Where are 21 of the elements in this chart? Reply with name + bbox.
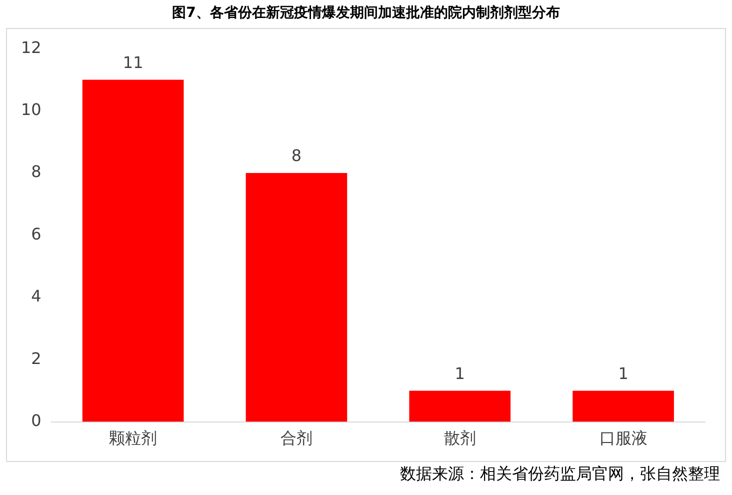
source-note: 数据来源：相关省份药监局官网，张自然整理 — [400, 464, 720, 485]
chart-title: 图7、各省份在新冠疫情爆发期间加速批准的院内制剂剂型分布 — [171, 4, 561, 22]
y-tick-label: 12 — [21, 38, 42, 57]
data-label: 1 — [454, 364, 465, 383]
y-tick-label: 4 — [31, 286, 42, 306]
data-label: 11 — [122, 52, 144, 72]
x-tick-label: 口服液 — [599, 428, 648, 448]
bar — [572, 390, 674, 422]
x-tick-label: 合剂 — [280, 428, 312, 448]
bar — [409, 390, 511, 422]
x-tick-label: 颗粒剂 — [109, 428, 158, 448]
y-tick-label: 6 — [31, 224, 42, 244]
data-label: 1 — [618, 364, 628, 383]
y-tick-label: 10 — [21, 100, 42, 119]
y-tick-label: 0 — [31, 410, 42, 430]
bar — [82, 80, 184, 422]
x-tick-label: 散剂 — [444, 428, 476, 448]
y-tick-label: 8 — [31, 162, 42, 182]
bar — [246, 173, 348, 422]
y-tick-label: 2 — [31, 348, 42, 368]
data-label: 8 — [291, 146, 302, 166]
